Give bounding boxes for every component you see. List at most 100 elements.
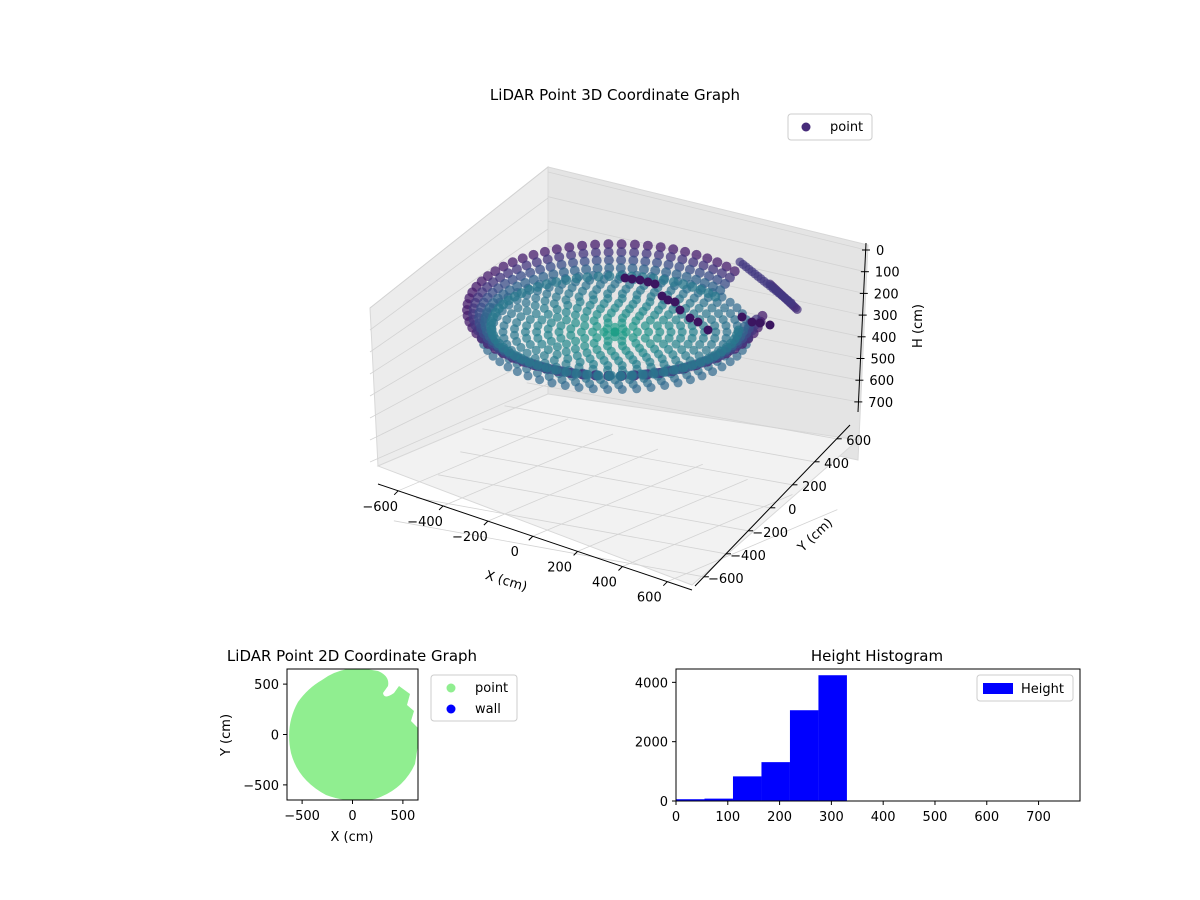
cloud-point-3d (680, 246, 691, 257)
cloud-point-3d (701, 309, 711, 319)
legend-histogram: Height (976, 674, 1074, 702)
x-tick-label-histogram: 400 (871, 810, 896, 825)
cloud-point-3d (707, 339, 716, 349)
cloud-point-3d (616, 239, 627, 250)
x-tick-label-histogram: 600 (974, 810, 999, 825)
cloud-point-3d (663, 259, 674, 270)
cloud-point-3d (703, 325, 713, 335)
cloud-point-3d (543, 330, 553, 340)
cloud-point-3d (521, 298, 531, 308)
cloud-point-3d (582, 272, 593, 283)
x-axis-label-2d: X (cm) (331, 830, 374, 845)
legend-histogram-frame (976, 674, 1074, 702)
cloud-point-3d (627, 263, 638, 274)
chart-histogram: Height Histogram 0 100 200 300 400 500 600 7000… (635, 647, 1081, 825)
z-tick-label-3d: 0 (876, 244, 884, 259)
cloud-point-3d (721, 321, 731, 331)
cloud-point-3d (663, 295, 673, 305)
cloud-point-3d (592, 263, 603, 274)
cloud-point-3d (556, 321, 566, 331)
cloud-point-3d (755, 318, 765, 328)
cloud-point-3d (710, 321, 720, 331)
cloud-point-3d (693, 317, 703, 327)
point-cloud-3d (462, 239, 802, 394)
grid-line-x-3d (487, 448, 659, 522)
cloud-point-3d (545, 261, 556, 272)
cloud-point-3d (687, 360, 698, 371)
cloud-point-3d (603, 255, 614, 266)
cloud-point-3d (531, 293, 541, 303)
cloud-point-3d (571, 368, 582, 379)
cloud-point-3d (577, 240, 588, 251)
y-axis-label-2d: Y (cm) (219, 714, 234, 757)
cloud-point-3d (792, 305, 802, 314)
cloud-point-3d (628, 255, 639, 266)
y-tick-label-2d: 0 (271, 729, 279, 744)
cloud-point-3d (558, 267, 569, 278)
x-tick-label-histogram: 200 (767, 810, 792, 825)
cloud-point-3d (732, 351, 742, 361)
cloud-point-3d (658, 367, 669, 377)
cloud-point-3d (637, 369, 648, 380)
cloud-point-3d (695, 340, 705, 349)
x-tick-3d (393, 490, 399, 496)
cloud-point-3d (564, 242, 575, 253)
cloud-point-3d (604, 370, 615, 381)
cloud-point-3d (687, 281, 698, 292)
cloud-point-3d (616, 247, 627, 258)
cloud-point-3d (670, 297, 680, 307)
point-region-2d (289, 669, 418, 800)
cloud-point-3d (561, 307, 571, 317)
histogram-bar (676, 799, 705, 801)
cloud-point-3d (641, 248, 652, 259)
histogram-bar (818, 675, 847, 801)
cloud-point-3d (495, 357, 505, 367)
y-tick-label-2d: −500 (243, 779, 279, 794)
cloud-point-3d (548, 269, 559, 280)
cloud-point-3d (683, 339, 693, 349)
cloud-point-3d (627, 274, 637, 284)
histogram-bar (761, 762, 790, 801)
cloud-point-3d (570, 344, 580, 354)
histogram-bar (704, 798, 733, 801)
cloud-point-3d (616, 255, 627, 266)
x-tick-label-2d: −500 (284, 809, 320, 824)
y-axis-label-3d: Y (cm) (794, 516, 836, 556)
legend-2d: point wall (430, 674, 518, 722)
z-tick-label-3d: 600 (869, 374, 894, 389)
cloud-point-3d (610, 322, 620, 332)
z-tick-label-3d: 500 (871, 353, 896, 368)
grid-line-y-3d (438, 474, 749, 532)
legend-2d-point-marker (446, 683, 456, 693)
cloud-point-3d (574, 383, 584, 392)
cloud-point-3d (542, 254, 553, 265)
x-axis-line-3d (377, 483, 693, 591)
chart-2d: LiDAR Point 2D Coordinate Graph −500−500… (219, 647, 518, 845)
legend-3d-frame (787, 113, 873, 141)
cloud-point-3d (579, 256, 590, 267)
legend-2d-point-label: point (475, 681, 508, 696)
grid-line-zl-3d (369, 166, 549, 309)
x-tick-3d (662, 581, 668, 587)
grid-line-z-3d (547, 196, 865, 273)
cloud-point-3d (678, 279, 689, 290)
cloud-point-3d (674, 261, 685, 272)
chart-3d: LiDAR Point 3D Coordinate Graph −600 −400… (362, 86, 926, 606)
legend-2d-wall-marker (446, 704, 456, 714)
ticks-histogram: 0 100 200 300 400 500 600 700 0 2000 4000 (635, 676, 1051, 825)
histogram-bar (732, 776, 762, 801)
cloud-point-3d (539, 303, 549, 313)
cloud-point-3d (671, 269, 682, 280)
cloud-point-3d (524, 357, 535, 368)
histogram-title: Height Histogram (811, 647, 943, 665)
grid-line-y-3d (482, 428, 793, 486)
cloud-point-3d (603, 247, 614, 258)
cloud-point-3d (568, 257, 578, 268)
cloud-point-3d (650, 279, 660, 289)
cloud-point-3d (488, 351, 498, 361)
cloud-point-3d (580, 321, 590, 331)
legend-3d: point (787, 113, 873, 141)
ticks-2d: −500 −500 0 0 500 500 (243, 678, 415, 824)
y-tick-label-3d: −200 (752, 526, 788, 541)
cloud-point-3d (615, 263, 626, 274)
